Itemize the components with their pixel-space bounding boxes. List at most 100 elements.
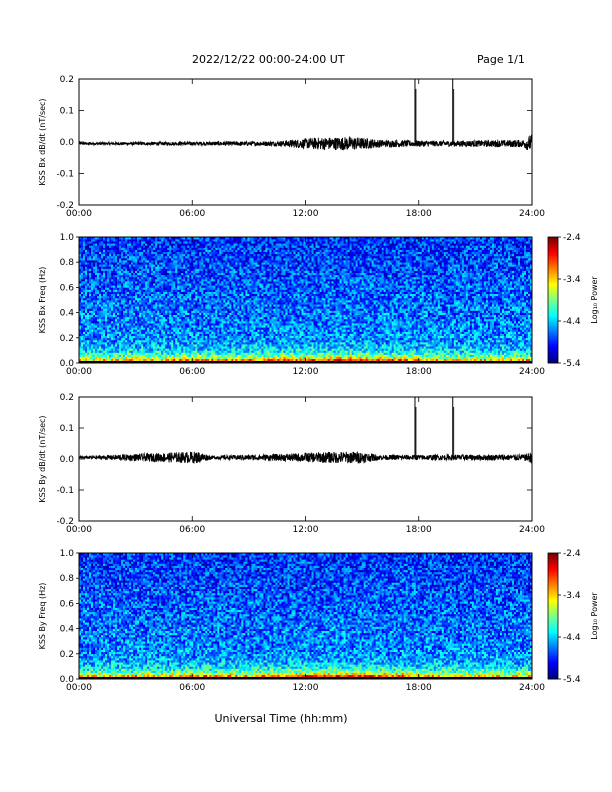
spectrogram-cell <box>127 329 130 332</box>
spectrogram-cell <box>455 316 459 320</box>
spectrogram-cell <box>427 325 431 328</box>
spectrogram-cell <box>97 329 100 332</box>
spectrogram-cell <box>249 323 252 326</box>
spectrogram-cell <box>207 344 210 347</box>
spectrogram-cell <box>227 335 230 339</box>
spectrogram-cell <box>155 329 158 332</box>
spectrogram-cell <box>303 346 306 349</box>
spectrogram-cell <box>169 325 172 328</box>
spectrogram-cell <box>253 358 256 362</box>
spectrogram-cell <box>393 352 396 355</box>
spectrogram-cell <box>173 344 176 347</box>
spectrogram-cell <box>211 352 214 355</box>
spectrogram-cell <box>495 348 499 351</box>
spectrogram-cell <box>193 327 196 330</box>
spectrogram-cell <box>447 327 451 330</box>
spectrogram-cell <box>517 318 521 322</box>
spectrogram-cell <box>517 321 521 324</box>
spectrogram-cell <box>479 333 483 336</box>
spectrogram-cell <box>139 342 142 345</box>
spectrogram-cell <box>247 339 250 343</box>
spectrogram-cell <box>523 358 527 362</box>
spectrogram-cell <box>259 316 262 320</box>
spectrogram-cell <box>425 344 429 347</box>
spectrogram-cell <box>341 358 344 362</box>
spectrogram-cell <box>465 323 469 326</box>
spectrogram-cell <box>195 321 198 324</box>
spectrogram-cell <box>183 316 186 320</box>
spectrogram-cell <box>247 344 250 347</box>
spectrogram-cell <box>427 346 431 349</box>
spectrogram-cell <box>241 354 244 357</box>
spectrogram-cell <box>227 316 230 320</box>
spectrogram-cell <box>159 350 162 353</box>
spectrogram-cell <box>189 358 192 362</box>
spectrogram-cell <box>419 331 423 334</box>
spectrogram-cell <box>425 327 429 330</box>
spectrogram-cell <box>167 318 170 322</box>
spectrogram-cell <box>497 327 501 330</box>
spectrogram-cell <box>247 342 250 345</box>
spectrogram-cell <box>325 356 328 360</box>
spectrogram-cell <box>323 348 326 351</box>
spectrogram-cell <box>187 316 190 320</box>
spectrogram-cell <box>267 346 270 349</box>
spectrogram-cell <box>417 325 421 328</box>
spectrogram-cell <box>95 316 98 320</box>
spectrogram-cell <box>445 352 449 355</box>
spectrogram-cell <box>295 346 298 349</box>
spectrogram-cell <box>407 342 411 345</box>
spectrogram-cell <box>167 335 170 339</box>
spectrogram-cell <box>351 327 354 330</box>
spectrogram-cell <box>177 356 180 360</box>
spectrogram-cell <box>313 356 316 360</box>
spectrogram-cell <box>141 316 144 320</box>
spectrogram-cell <box>159 335 162 339</box>
spectrogram-cell <box>337 337 340 341</box>
spectrogram-cell <box>211 327 214 330</box>
spectrogram-cell <box>115 323 118 326</box>
spectrogram-cell <box>497 325 501 328</box>
spectrogram-cell <box>431 331 435 334</box>
spectrogram-cell <box>155 352 158 355</box>
spectrogram-cell <box>525 329 529 332</box>
spectrogram-cell <box>239 337 242 341</box>
spectrogram-cell <box>315 335 318 339</box>
spectrogram-cell <box>169 350 172 353</box>
spectrogram-cell <box>159 339 162 343</box>
spectrogram-cell <box>331 352 334 355</box>
spectrogram-cell <box>209 325 212 328</box>
spectrogram-cell <box>393 354 396 357</box>
spectrogram-cell <box>455 335 459 339</box>
spectrogram-cell <box>411 325 415 328</box>
spectrogram-cell <box>243 333 246 336</box>
spectrogram-cell <box>105 350 108 353</box>
spectrogram-cell <box>251 325 254 328</box>
spectrogram-cell <box>437 316 441 320</box>
spectrogram-cell <box>217 337 220 341</box>
spectrogram-cell <box>173 329 176 332</box>
spectrogram-cell <box>513 337 517 341</box>
spectrogram-cell <box>481 335 485 339</box>
spectrogram-cell <box>329 354 332 357</box>
spectrogram-cell <box>97 325 100 328</box>
spectrogram-cell <box>205 358 208 362</box>
spectrogram-cell <box>97 342 100 345</box>
spectrogram-cell <box>219 335 222 339</box>
spectrogram-cell <box>435 342 439 345</box>
spectrogram-cell <box>459 316 463 320</box>
spectrogram-cell <box>83 329 86 332</box>
spectrogram-cell <box>383 333 386 336</box>
spectrogram-cell <box>319 333 322 336</box>
spectrogram-cell <box>107 352 110 355</box>
spectrogram-cell <box>349 356 352 360</box>
spectrogram-cell <box>449 339 453 343</box>
spectrogram-cell <box>199 331 202 334</box>
spectrogram-cell <box>411 335 415 339</box>
spectrogram-cell <box>447 321 451 324</box>
spectrogram-cell <box>483 356 487 360</box>
spectrogram-cell <box>403 337 407 341</box>
spectrogram-cell <box>123 346 126 349</box>
spectrogram-cell <box>441 323 445 326</box>
spectrogram-cell <box>317 325 320 328</box>
